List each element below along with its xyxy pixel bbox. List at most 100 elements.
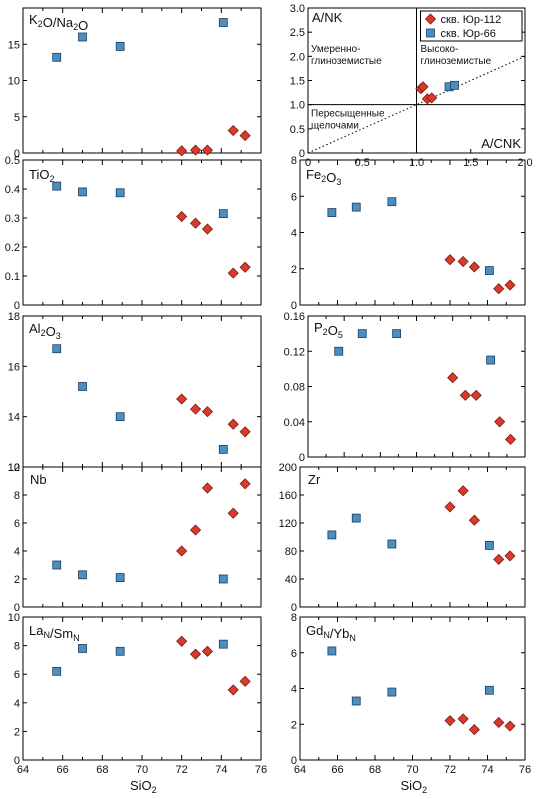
y-tick-label: 0.16 [284,311,305,323]
point-yur66 [484,266,494,275]
y-tick-label: 0 [14,300,20,312]
y-tick-label: 0.5 [290,124,305,136]
point-yur66 [115,646,125,656]
point-yur66 [387,539,397,549]
point-yur112 [227,684,239,696]
point-yur66 [218,209,228,219]
panel-title: Nb [30,472,47,487]
point-yur112 [176,635,188,647]
point-yur112 [444,715,456,727]
y-tick-label: 8 [291,155,297,167]
x-tick-label: 76 [519,764,531,776]
point-yur112 [189,144,202,156]
panel-title: LaN/SmN [29,623,80,643]
y-tick-label: 0 [14,148,20,160]
panel-title: Fe2O3 [306,167,341,187]
point-yur112 [239,478,251,490]
y-tick-label: 0.1 [5,271,20,283]
y-tick-label: 80 [285,546,297,558]
y-tick-label: 0 [14,602,20,614]
x-tick-label: 64 [17,764,29,776]
legend: скв. Юр-112 скв. Юр-66 [420,10,523,42]
y-tick-label: 200 [279,462,297,474]
panel-title: Zr [308,472,321,487]
point-yur112 [459,389,471,401]
y-tick-label: 0 [291,602,297,614]
y-tick-label: 0 [14,755,20,767]
point-yur66 [484,685,494,695]
panel-nb: 0 2 4 6 8 10 Nb [8,462,262,614]
point-yur112 [444,254,456,266]
y-tick-label: 4 [14,546,20,558]
acnk-axis-label: A/CNK [481,136,521,151]
y-tick-label: 2 [291,719,297,731]
panel-title: TiO2 [29,167,54,184]
panel-title: K2O/Na2O [29,12,88,33]
y-tick-label: 0.4 [5,184,20,196]
y-tick-label: 2 [291,264,297,276]
x-tick-label: 76 [255,764,267,776]
point-yur112 [201,144,214,156]
y-tick-label: 0.3 [5,213,20,225]
point-yur112 [176,210,188,223]
y-tick-label: 12 [8,462,20,474]
legend-marker-yur66 [426,28,435,38]
panel-p2o5: 0 0.04 0.08 0.12 0.16 P2O5 [284,311,526,464]
y-tick-label: 0.12 [284,346,305,358]
y-tick-label: 0.04 [284,417,305,429]
point-yur66 [52,344,62,354]
ank-axis-label: A/NK [312,10,343,25]
point-yur66 [52,181,62,191]
panel-title: Al2O3 [29,321,61,341]
y-tick-label: 16 [8,361,20,373]
x-tick-label: 1.0 [409,157,424,169]
x-tick-label: 70 [136,764,148,776]
y-tick-label: 6 [14,669,20,681]
point-yur112 [447,372,459,384]
point-yur112 [201,645,214,657]
y-tick-label: 8 [291,612,297,624]
y-tick-label: 8 [14,490,20,502]
plot-frame [22,466,262,608]
point-yur112 [201,223,214,235]
point-yur66 [78,570,87,580]
y-tick-label: 0 [299,452,305,464]
x-tick-label: 68 [369,764,381,776]
legend-marker-yur112 [424,13,437,25]
point-yur112 [426,92,438,104]
point-yur66 [52,52,62,62]
point-yur66 [387,687,397,697]
point-yur112 [493,716,505,729]
y-tick-label: 0.2 [5,242,20,254]
point-yur66 [218,18,228,27]
panel-k2o-na2o: 0 5 10 15 K2O/Na2O [8,7,262,160]
point-yur66 [387,197,397,207]
point-yur66 [52,560,62,570]
y-tick-label: 3.0 [290,3,305,15]
panel-zr: 0 40 80 120 160 200 Zr [279,462,526,614]
point-yur66 [78,32,87,42]
point-yur112 [201,482,214,494]
y-tick-label: 2.0 [290,51,305,63]
point-yur112 [504,720,516,732]
point-yur66 [115,188,125,198]
point-yur112 [494,416,506,428]
point-yur112 [504,279,516,291]
y-tick-label: 10 [8,76,20,88]
point-yur112 [493,553,505,565]
y-tick-label: 2 [14,726,20,738]
x-tick-label: 72 [444,764,456,776]
point-yur112 [457,713,469,725]
point-yur112 [189,403,202,415]
point-yur66 [351,513,361,523]
point-yur112 [201,406,214,418]
y-tick-label: 1.5 [290,76,305,88]
point-yur112 [227,124,239,137]
point-yur112 [457,485,469,497]
point-yur112 [227,267,239,279]
x-tick-label: 66 [57,764,69,776]
point-yur66 [357,329,367,339]
point-yur112 [189,217,202,229]
